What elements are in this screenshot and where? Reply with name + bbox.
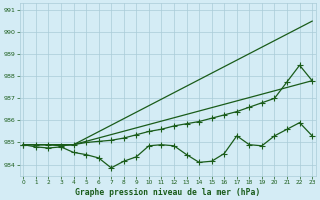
X-axis label: Graphe pression niveau de la mer (hPa): Graphe pression niveau de la mer (hPa) bbox=[75, 188, 260, 197]
